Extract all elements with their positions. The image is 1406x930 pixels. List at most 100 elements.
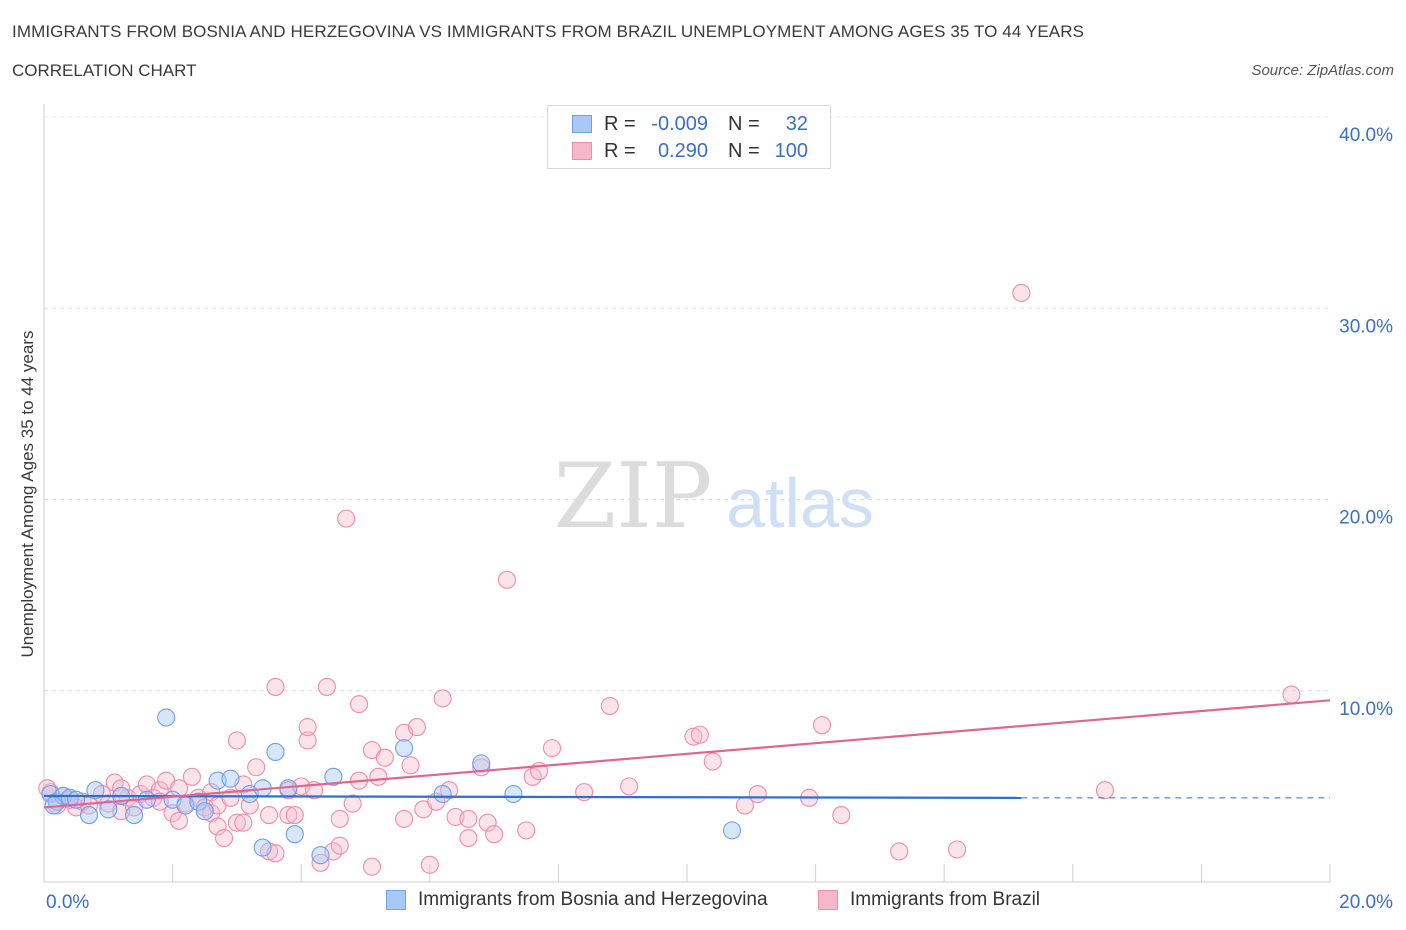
point-brazil [497, 570, 517, 589]
point-brazil [298, 718, 317, 737]
point-brazil [420, 855, 439, 874]
y-tick-label: 10.0% [1339, 699, 1393, 720]
legend-swatch-bosnia [572, 115, 592, 133]
bottom-legend-swatch-brazil [818, 890, 838, 910]
point-brazil [433, 689, 452, 708]
point-bosnia [221, 769, 240, 788]
stats-legend: R = -0.009 N = 32 R = 0.290 N = 100 [547, 105, 831, 169]
legend-n-label: N = [728, 112, 760, 135]
point-brazil [1282, 685, 1301, 704]
point-bosnia [253, 838, 272, 857]
y-axis-label: Unemployment Among Ages 35 to 44 years [18, 330, 37, 658]
point-bosnia [266, 742, 285, 762]
point-bosnia [189, 792, 208, 811]
point-brazil [317, 677, 336, 696]
chart-title: IMMIGRANTS FROM BOSNIA AND HERZEGOVINA V… [12, 22, 1085, 41]
point-brazil [234, 813, 253, 832]
legend-swatch-brazil [572, 142, 592, 160]
point-brazil [279, 806, 298, 825]
point-brazil [407, 718, 426, 737]
point-brazil [330, 836, 349, 855]
point-bosnia [79, 806, 99, 825]
point-brazil [459, 828, 478, 848]
point-brazil [703, 752, 722, 771]
point-brazil [890, 842, 909, 861]
point-brazil [182, 767, 201, 786]
point-brazil [542, 739, 562, 758]
trend-line-bosnia [43, 794, 1022, 799]
point-bosnia [324, 767, 343, 786]
point-brazil [169, 811, 189, 830]
x-tick-label: 0.0% [46, 892, 89, 913]
point-brazil [343, 794, 362, 813]
point-bosnia [395, 739, 414, 758]
bottom-legend-brazil: Immigrants from Brazil [818, 889, 1040, 911]
point-bosnia [504, 784, 523, 804]
point-brazil [369, 767, 388, 786]
legend-row-brazil: R = 0.290 N = 100 [572, 138, 808, 164]
legend-r-value: 0.290 [657, 139, 708, 162]
trend-line-brazil [43, 699, 1331, 809]
point-brazil [812, 716, 832, 735]
bottom-legend-bosnia: Immigrants from Bosnia and Herzegovina [386, 889, 768, 911]
chart-subtitle: CORRELATION CHART [12, 61, 197, 80]
point-brazil [748, 784, 767, 804]
point-brazil [337, 509, 356, 528]
watermark-atlas: atlas [726, 464, 874, 542]
point-brazil [395, 809, 414, 828]
point-brazil [285, 806, 304, 825]
grid-lines [44, 116, 1330, 692]
bottom-legend-label-bosnia: Immigrants from Bosnia and Herzegovina [418, 889, 768, 910]
point-brazil [517, 821, 536, 840]
point-bosnia [285, 825, 304, 844]
point-bosnia [195, 802, 214, 821]
point-brazil [298, 731, 317, 750]
bottom-legend-label-brazil: Immigrants from Brazil [850, 889, 1041, 910]
bottom-legend-swatch-bosnia [386, 890, 406, 910]
legend-r-label: R = [604, 139, 636, 162]
point-brazil [832, 806, 851, 825]
point-brazil [948, 840, 967, 859]
tick-labels: 10.0% 20.0% 30.0% 40.0% 0.0% 20.0% [46, 125, 1393, 913]
point-brazil [375, 748, 394, 767]
y-tick-label: 20.0% [1339, 508, 1393, 529]
point-brazil [266, 677, 285, 696]
data-points [38, 283, 1301, 876]
point-brazil [485, 825, 504, 844]
point-brazil [330, 809, 349, 828]
point-brazil [362, 857, 381, 876]
legend-r-value: -0.009 [651, 112, 708, 135]
point-brazil [350, 695, 369, 714]
axes [43, 104, 1331, 883]
point-bosnia [124, 806, 144, 825]
point-brazil [247, 758, 266, 777]
point-brazil [401, 756, 420, 775]
point-brazil [459, 809, 478, 828]
point-brazil [208, 817, 227, 836]
watermark-zip: ZIP [554, 444, 713, 549]
y-tick-label: 30.0% [1339, 316, 1393, 337]
point-bosnia [311, 846, 330, 865]
point-brazil [620, 777, 639, 796]
legend-n-value: 100 [774, 139, 808, 162]
point-brazil [478, 813, 497, 832]
point-brazil [684, 727, 703, 746]
point-bosnia [722, 821, 742, 840]
point-brazil [1012, 283, 1031, 303]
source-label: Source: ZipAtlas.com [1251, 62, 1394, 79]
legend-r-label: R = [604, 112, 636, 135]
point-brazil [311, 853, 330, 872]
point-brazil [221, 788, 240, 807]
point-bosnia [99, 800, 118, 819]
point-brazil [600, 696, 619, 716]
point-brazil [1095, 781, 1114, 800]
point-brazil [259, 806, 279, 825]
point-brazil [214, 828, 234, 848]
trend-lines [43, 699, 1331, 809]
legend-row-bosnia: R = -0.009 N = 32 [572, 111, 808, 137]
y-tick-label: 40.0% [1339, 125, 1393, 146]
point-brazil [227, 813, 246, 832]
point-brazil [227, 731, 246, 750]
x-tick-label: 20.0% [1339, 892, 1393, 913]
